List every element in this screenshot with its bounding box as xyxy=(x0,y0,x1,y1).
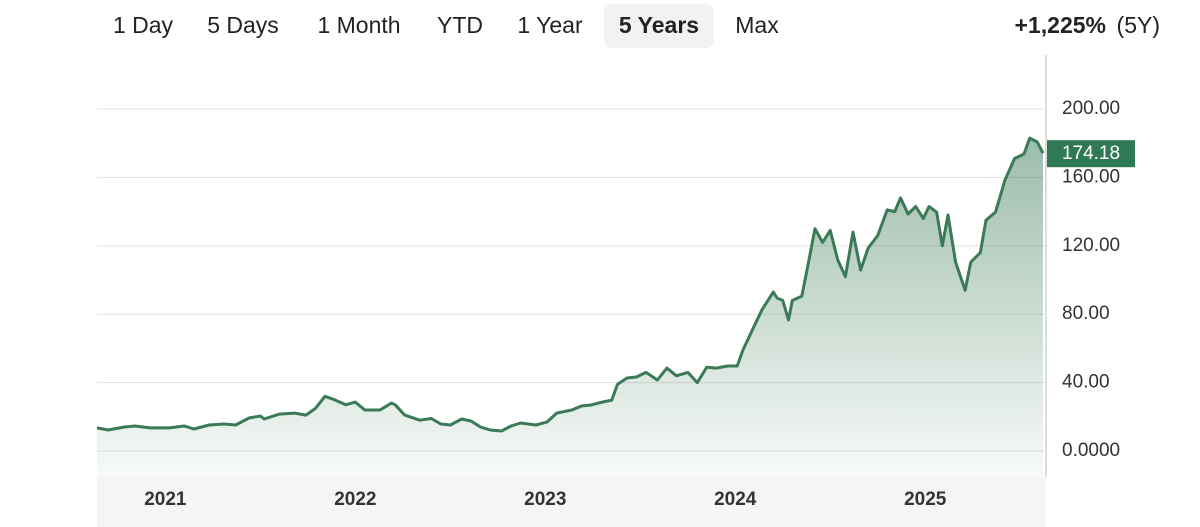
y-tick-label: 120.00 xyxy=(1062,235,1120,256)
range-tab[interactable]: Max xyxy=(735,12,779,38)
x-axis-band xyxy=(97,477,1046,527)
range-tab[interactable]: 1 Year xyxy=(517,12,583,38)
selected-tab-bg xyxy=(604,4,714,48)
performance-change: +1,225% xyxy=(1015,12,1106,38)
range-tab[interactable]: 1 Month xyxy=(317,12,400,38)
x-tick-label: 2024 xyxy=(714,489,757,510)
x-tick-label: 2025 xyxy=(904,489,947,510)
range-tab[interactable]: 5 Days xyxy=(207,12,279,38)
x-tick-label: 2021 xyxy=(144,489,187,510)
y-tick-label: 40.00 xyxy=(1062,372,1110,393)
range-tab[interactable]: 1 Day xyxy=(113,12,174,38)
y-tick-label: 200.00 xyxy=(1062,98,1120,119)
range-tab[interactable]: YTD xyxy=(437,12,483,38)
x-tick-label: 2022 xyxy=(334,489,376,510)
performance-period: (5Y) xyxy=(1117,12,1160,38)
area-fill xyxy=(97,138,1043,477)
x-tick-label: 2023 xyxy=(524,489,566,510)
y-tick-label: 0.0000 xyxy=(1062,440,1120,461)
last-price-label: 174.18 xyxy=(1062,143,1120,164)
range-tab[interactable]: 5 Years xyxy=(619,12,699,38)
price-line xyxy=(96,136,1045,433)
y-tick-label: 80.00 xyxy=(1062,303,1110,324)
y-tick-label: 160.00 xyxy=(1062,166,1120,187)
last-price-badge xyxy=(1047,140,1135,168)
